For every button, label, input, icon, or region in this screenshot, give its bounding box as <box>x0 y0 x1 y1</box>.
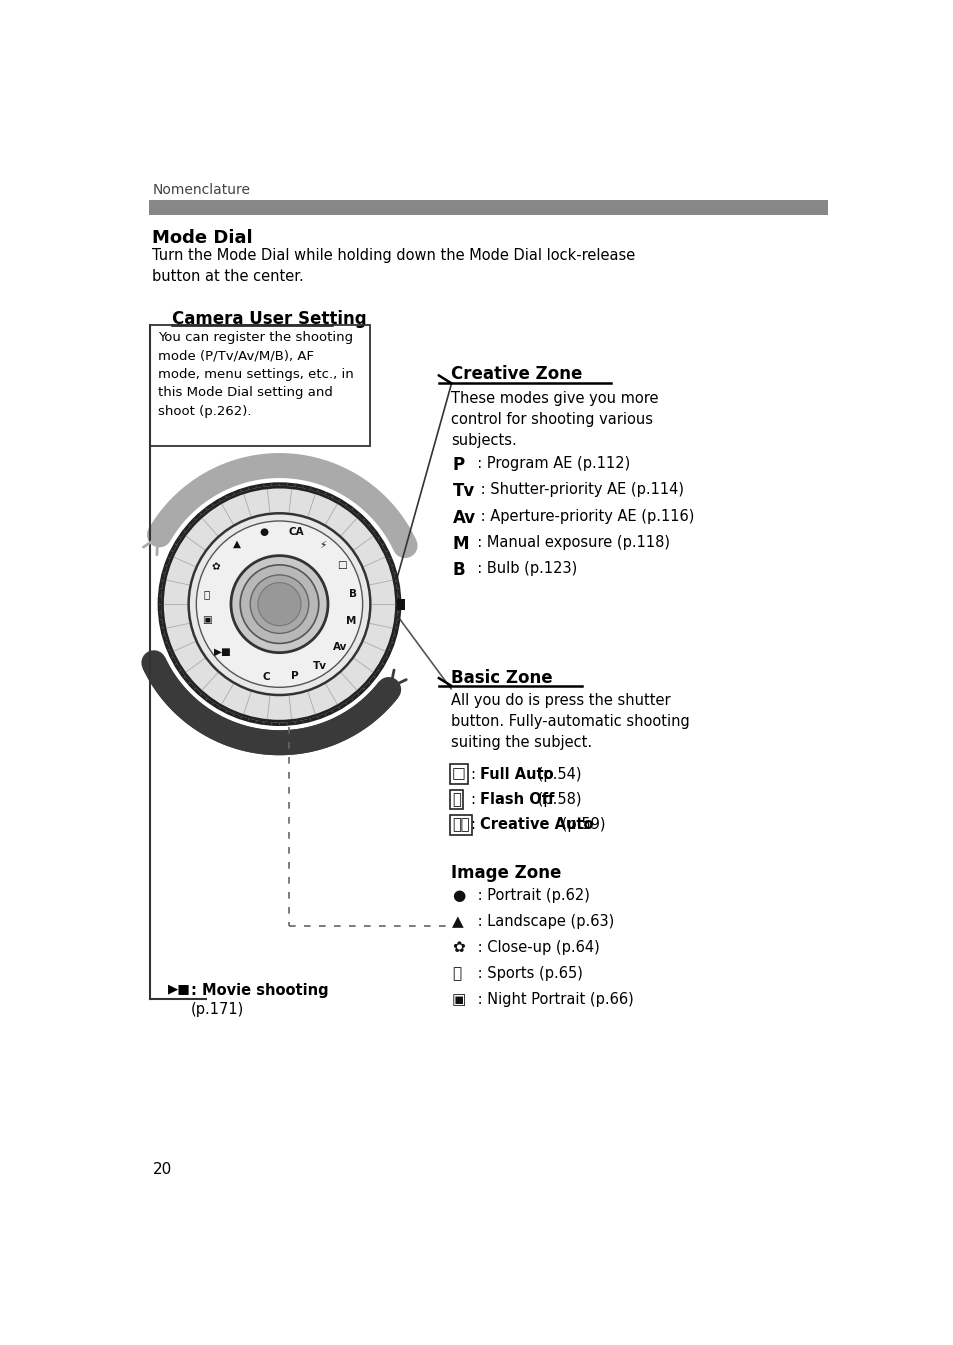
Text: ⚡: ⚡ <box>319 539 326 549</box>
Text: P: P <box>453 456 464 475</box>
Text: ⓹: ⓹ <box>452 792 460 807</box>
Text: :: : <box>471 767 480 781</box>
Bar <box>150 325 369 447</box>
Text: Creative Zone: Creative Zone <box>451 364 582 383</box>
Text: CA: CA <box>288 527 304 537</box>
Text: ▣: ▣ <box>202 615 212 624</box>
Text: M: M <box>346 616 356 625</box>
Text: B: B <box>348 589 356 599</box>
Text: : Movie shooting: : Movie shooting <box>191 983 328 998</box>
Circle shape <box>257 582 301 625</box>
Text: Camera User Setting: Camera User Setting <box>172 309 366 328</box>
Text: : Close-up (p.64): : Close-up (p.64) <box>473 940 598 955</box>
Text: B: B <box>453 561 465 580</box>
Text: Av: Av <box>453 508 476 527</box>
Text: : Landscape (p.63): : Landscape (p.63) <box>473 913 614 928</box>
Text: ⚽: ⚽ <box>203 589 210 599</box>
Text: These modes give you more
control for shooting various
subjects.: These modes give you more control for sh… <box>451 391 658 448</box>
Text: Av: Av <box>333 642 347 651</box>
Text: □: □ <box>337 560 347 570</box>
Circle shape <box>159 484 399 724</box>
Circle shape <box>189 514 370 695</box>
Text: :: : <box>471 818 480 833</box>
Text: Basic Zone: Basic Zone <box>451 668 552 687</box>
Text: : Portrait (p.62): : Portrait (p.62) <box>473 888 589 902</box>
Text: ▶■: ▶■ <box>213 647 232 656</box>
Text: Creative Auto: Creative Auto <box>480 818 594 833</box>
Text: ⚽: ⚽ <box>452 966 460 981</box>
Text: 20: 20 <box>152 1162 172 1177</box>
Text: Image Zone: Image Zone <box>451 863 561 881</box>
Text: (p.58): (p.58) <box>533 792 581 807</box>
Text: (p.171): (p.171) <box>191 1002 244 1017</box>
Text: ▣: ▣ <box>452 993 466 1007</box>
Text: (p.59): (p.59) <box>556 818 604 833</box>
Text: : Program AE (p.112): : Program AE (p.112) <box>468 456 630 471</box>
Circle shape <box>250 574 309 633</box>
Text: :: : <box>471 792 480 807</box>
Text: Flash Off: Flash Off <box>480 792 555 807</box>
Text: ▲: ▲ <box>452 913 463 928</box>
Text: P: P <box>291 671 298 682</box>
Text: Turn the Mode Dial while holding down the Mode Dial lock-release
button at the c: Turn the Mode Dial while holding down th… <box>152 247 635 284</box>
Text: : Manual exposure (p.118): : Manual exposure (p.118) <box>468 535 669 550</box>
Text: Full Auto: Full Auto <box>480 767 554 781</box>
Bar <box>150 200 827 215</box>
Text: ▲: ▲ <box>233 538 241 549</box>
Text: □: □ <box>452 767 465 781</box>
Text: Tv: Tv <box>453 483 475 500</box>
Text: Tv: Tv <box>313 662 326 671</box>
Text: Mode Dial: Mode Dial <box>152 229 253 247</box>
Circle shape <box>162 487 396 721</box>
Circle shape <box>231 555 328 652</box>
Text: You can register the shooting
mode (P/Tv/Av/M/B), AF
mode, menu settings, etc., : You can register the shooting mode (P/Tv… <box>157 331 354 418</box>
Text: : Sports (p.65): : Sports (p.65) <box>473 966 582 981</box>
Text: All you do is press the shutter
button. Fully-automatic shooting
suiting the sub: All you do is press the shutter button. … <box>451 694 689 751</box>
Text: Ⓒ⒰: Ⓒ⒰ <box>452 818 469 833</box>
Text: Nomenclature: Nomenclature <box>152 183 251 196</box>
Text: C: C <box>263 672 271 682</box>
Circle shape <box>240 565 318 643</box>
Text: ●: ● <box>259 527 269 537</box>
Text: ✿: ✿ <box>452 940 464 955</box>
Text: ✿: ✿ <box>211 562 219 572</box>
Text: ●: ● <box>452 888 465 902</box>
Circle shape <box>196 521 362 687</box>
Text: : Bulb (p.123): : Bulb (p.123) <box>468 561 577 576</box>
Text: M: M <box>453 535 469 553</box>
Text: : Night Portrait (p.66): : Night Portrait (p.66) <box>473 993 633 1007</box>
Bar <box>396 599 405 609</box>
Text: : Shutter-priority AE (p.114): : Shutter-priority AE (p.114) <box>476 483 683 498</box>
Text: : Aperture-priority AE (p.116): : Aperture-priority AE (p.116) <box>476 508 694 523</box>
Text: (p.54): (p.54) <box>533 767 581 781</box>
Text: ▶■: ▶■ <box>168 983 191 997</box>
